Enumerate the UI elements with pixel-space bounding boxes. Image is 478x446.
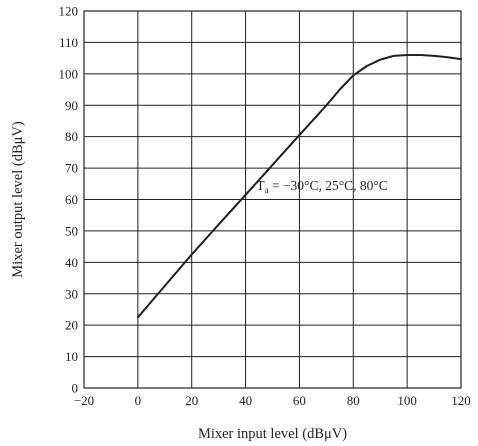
y-tick-label: 10: [65, 349, 78, 364]
y-tick-label: 50: [65, 223, 78, 238]
x-tick-label: 40: [239, 393, 252, 408]
x-tick-label: −20: [74, 393, 94, 408]
y-tick-label: 100: [59, 66, 79, 81]
annotation-subscript: a: [265, 185, 269, 195]
x-tick-label: 120: [451, 393, 471, 408]
series-line: [136, 54, 462, 319]
y-tick-labels: 0 10 20 30 40 50 60 70 80 90 100 110 120: [59, 4, 79, 396]
y-tick-label: 120: [59, 4, 79, 19]
y-tick-label: 80: [65, 129, 78, 144]
x-tick-label: 100: [397, 393, 417, 408]
x-tick-label: 20: [185, 393, 198, 408]
y-tick-label: 110: [59, 35, 78, 50]
y-tick-label: 30: [65, 286, 78, 301]
x-tick-label: 60: [293, 393, 306, 408]
y-tick-label: 60: [65, 192, 78, 207]
x-tick-label: 80: [347, 393, 360, 408]
temperature-annotation: Ta = −30°C, 25°C, 80°C: [256, 178, 387, 195]
y-tick-label: 20: [65, 318, 78, 333]
x-tick-labels: −20 0 20 40 60 80 100 120: [74, 393, 471, 408]
y-axis-title: Mixer output level (dBμV): [10, 121, 26, 278]
grid-lines: [84, 11, 461, 388]
x-axis-title: Mixer input level (dBμV): [198, 426, 347, 442]
x-tick-label: 0: [135, 393, 142, 408]
annotation-text: = −30°C, 25°C, 80°C: [269, 178, 388, 193]
y-tick-label: 40: [65, 255, 78, 270]
y-tick-label: 90: [65, 98, 78, 113]
annotation-prefix: T: [256, 178, 265, 193]
y-tick-label: 70: [65, 161, 78, 176]
y-tick-label: 0: [72, 381, 79, 396]
plot-frame: [83, 10, 462, 389]
